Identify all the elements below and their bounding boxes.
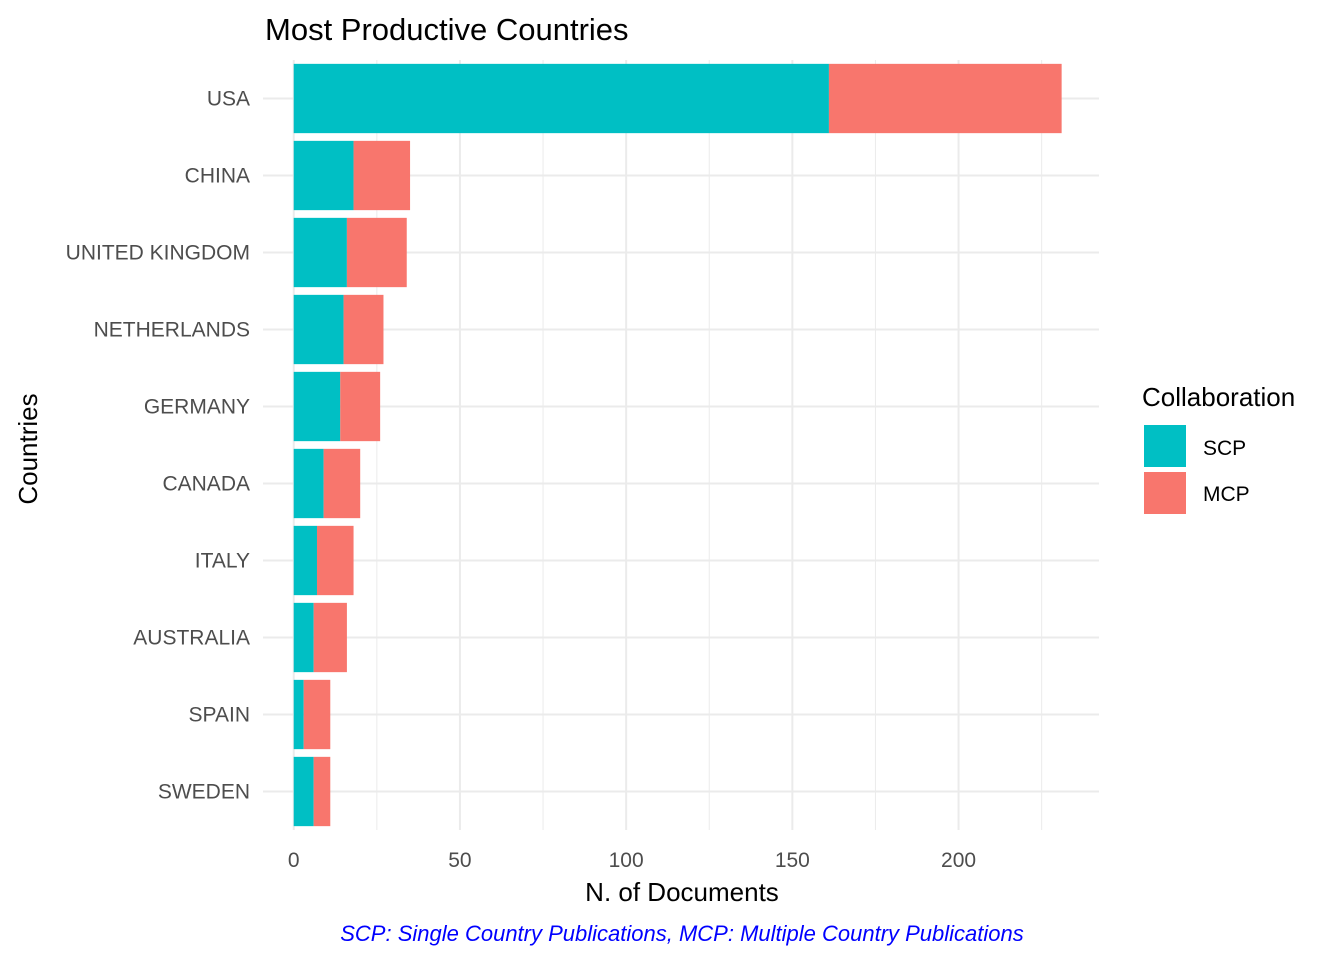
bar-mcp-canada	[323, 448, 361, 519]
bar-mcp-china	[353, 140, 411, 211]
bar-scp-australia	[293, 602, 314, 673]
bar-scp-usa	[293, 63, 829, 134]
y-tick-label: SWEDEN	[158, 781, 250, 804]
bar-scp-canada	[293, 448, 324, 519]
chart-title: Most Productive Countries	[265, 12, 629, 47]
bar-mcp-united-kingdom	[346, 217, 407, 288]
x-tick-label: 50	[448, 849, 471, 872]
bar-mcp-sweden	[313, 756, 331, 827]
x-axis-title: N. of Documents	[585, 877, 779, 907]
y-axis-title: Countries	[13, 393, 43, 504]
bar-mcp-germany	[340, 371, 381, 442]
legend: Collaboration SCP MCP	[1142, 382, 1295, 514]
legend-title: Collaboration	[1142, 382, 1295, 412]
bar-scp-china	[293, 140, 354, 211]
y-tick-label: NETHERLANDS	[94, 319, 250, 342]
bar-scp-sweden	[293, 756, 314, 827]
y-tick-labels: USA CHINA UNITED KINGDOM NETHERLANDS GERMANY…	[66, 88, 250, 804]
bar-mcp-usa	[828, 63, 1062, 134]
x-tick-label: 150	[775, 849, 810, 872]
y-tick-label: AUSTRALIA	[133, 627, 250, 650]
bars	[293, 63, 1062, 827]
bar-mcp-netherlands	[343, 294, 384, 365]
x-tick-label: 200	[941, 849, 976, 872]
y-tick-label: ITALY	[195, 550, 250, 573]
x-tick-labels: 0 50 100 150 200	[288, 849, 976, 872]
legend-label-scp: SCP	[1203, 437, 1246, 460]
bar-scp-netherlands	[293, 294, 344, 365]
bar-mcp-australia	[313, 602, 347, 673]
chart-caption: SCP: Single Country Publications, MCP: M…	[340, 921, 1024, 946]
x-tick-label: 0	[288, 849, 300, 872]
bar-scp-germany	[293, 371, 341, 442]
bar-scp-united-kingdom	[293, 217, 347, 288]
y-tick-label: UNITED KINGDOM	[66, 242, 250, 265]
y-tick-label: CANADA	[162, 473, 250, 496]
bar-scp-italy	[293, 525, 317, 596]
x-tick-label: 100	[609, 849, 644, 872]
y-tick-label: USA	[207, 88, 250, 111]
bar-mcp-italy	[316, 525, 354, 596]
bar-scp-spain	[293, 679, 304, 750]
y-tick-label: SPAIN	[189, 704, 250, 727]
legend-swatch-mcp	[1144, 472, 1186, 514]
y-tick-label: CHINA	[185, 165, 250, 188]
legend-swatch-scp	[1144, 425, 1186, 467]
legend-label-mcp: MCP	[1203, 483, 1250, 506]
y-tick-label: GERMANY	[144, 396, 250, 419]
bar-mcp-spain	[303, 679, 331, 750]
